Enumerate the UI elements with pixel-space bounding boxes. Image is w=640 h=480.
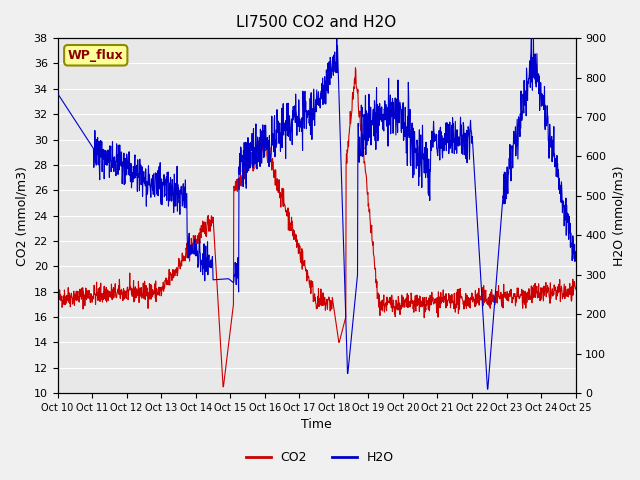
Y-axis label: H2O (mmol/m3): H2O (mmol/m3) <box>612 166 625 266</box>
Text: WP_flux: WP_flux <box>68 49 124 62</box>
Title: LI7500 CO2 and H2O: LI7500 CO2 and H2O <box>236 15 397 30</box>
Y-axis label: CO2 (mmol/m3): CO2 (mmol/m3) <box>15 166 28 265</box>
Legend: CO2, H2O: CO2, H2O <box>241 446 399 469</box>
X-axis label: Time: Time <box>301 419 332 432</box>
